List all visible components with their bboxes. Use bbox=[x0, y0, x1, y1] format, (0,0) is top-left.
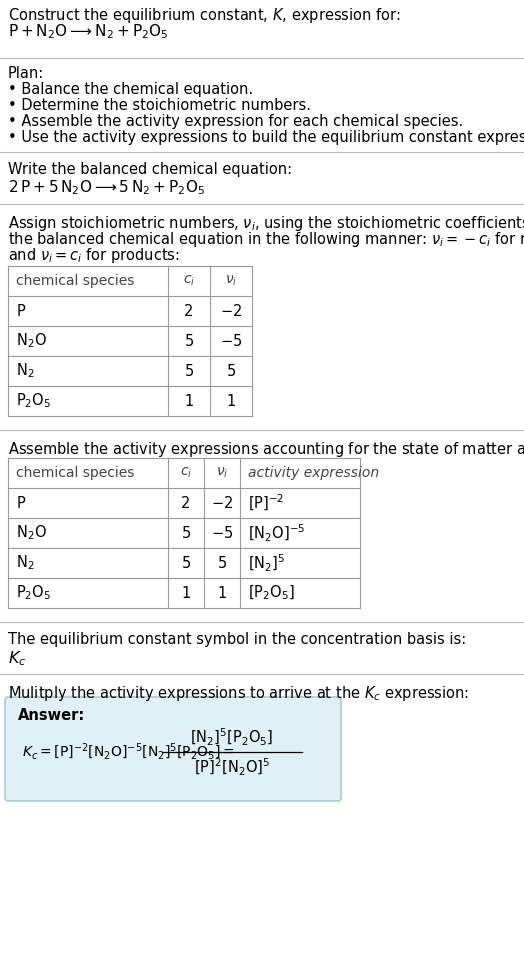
Text: 2: 2 bbox=[184, 303, 194, 319]
Text: 1: 1 bbox=[217, 586, 226, 600]
Text: $[\mathrm{N_2}]^{5} [\mathrm{P_2O_5}]$: $[\mathrm{N_2}]^{5} [\mathrm{P_2O_5}]$ bbox=[190, 726, 274, 747]
Text: Plan:: Plan: bbox=[8, 66, 44, 81]
Text: • Balance the chemical equation.: • Balance the chemical equation. bbox=[8, 82, 253, 97]
Text: $-5$: $-5$ bbox=[220, 333, 242, 349]
FancyBboxPatch shape bbox=[5, 697, 341, 801]
Text: $[\mathrm{P_2O_5}]$: $[\mathrm{P_2O_5}]$ bbox=[248, 584, 295, 602]
Text: 5: 5 bbox=[181, 525, 191, 541]
Text: $\mathrm{P_2O_5}$: $\mathrm{P_2O_5}$ bbox=[16, 584, 51, 602]
Text: 2: 2 bbox=[181, 496, 191, 510]
Text: $\mathrm{N_2O}$: $\mathrm{N_2O}$ bbox=[16, 332, 47, 350]
Text: 1: 1 bbox=[184, 393, 194, 409]
Text: the balanced chemical equation in the following manner: $\nu_i = -c_i$ for react: the balanced chemical equation in the fo… bbox=[8, 230, 524, 249]
Text: Assign stoichiometric numbers, $\nu_i$, using the stoichiometric coefficients, $: Assign stoichiometric numbers, $\nu_i$, … bbox=[8, 214, 524, 233]
Text: $\mathrm{N_2}$: $\mathrm{N_2}$ bbox=[16, 362, 35, 380]
Text: $\mathrm{P}$: $\mathrm{P}$ bbox=[16, 303, 26, 319]
Text: activity expression: activity expression bbox=[248, 466, 379, 480]
Text: and $\nu_i = c_i$ for products:: and $\nu_i = c_i$ for products: bbox=[8, 246, 180, 265]
Text: $\mathrm{N_2O}$: $\mathrm{N_2O}$ bbox=[16, 523, 47, 543]
Text: 1: 1 bbox=[181, 586, 191, 600]
Text: • Determine the stoichiometric numbers.: • Determine the stoichiometric numbers. bbox=[8, 98, 311, 113]
Text: Answer:: Answer: bbox=[18, 708, 85, 723]
Text: The equilibrium constant symbol in the concentration basis is:: The equilibrium constant symbol in the c… bbox=[8, 632, 466, 647]
Text: Assemble the activity expressions accounting for the state of matter and $\nu_i$: Assemble the activity expressions accoun… bbox=[8, 440, 524, 459]
Text: $\mathrm{2\,P + 5\,N_2O \longrightarrow 5\,N_2 + P_2O_5}$: $\mathrm{2\,P + 5\,N_2O \longrightarrow … bbox=[8, 178, 205, 197]
Text: $\mathrm{P + N_2O \longrightarrow N_2 + P_2O_5}$: $\mathrm{P + N_2O \longrightarrow N_2 + … bbox=[8, 22, 169, 41]
Text: $[\mathrm{P}]^{2} [\mathrm{N_2O}]^{5}$: $[\mathrm{P}]^{2} [\mathrm{N_2O}]^{5}$ bbox=[194, 756, 270, 777]
Text: 5: 5 bbox=[181, 555, 191, 570]
Text: • Assemble the activity expression for each chemical species.: • Assemble the activity expression for e… bbox=[8, 114, 463, 129]
Text: $[\mathrm{N_2}]^{5}$: $[\mathrm{N_2}]^{5}$ bbox=[248, 552, 285, 573]
Text: $c_i$: $c_i$ bbox=[183, 274, 195, 288]
Text: $\mathrm{P}$: $\mathrm{P}$ bbox=[16, 495, 26, 511]
Text: Write the balanced chemical equation:: Write the balanced chemical equation: bbox=[8, 162, 292, 177]
Text: $c_i$: $c_i$ bbox=[180, 466, 192, 480]
Text: $\nu_i$: $\nu_i$ bbox=[216, 466, 228, 480]
Text: $-2$: $-2$ bbox=[211, 495, 233, 511]
Text: • Use the activity expressions to build the equilibrium constant expression.: • Use the activity expressions to build … bbox=[8, 130, 524, 145]
Text: $[\mathrm{P}]^{-2}$: $[\mathrm{P}]^{-2}$ bbox=[248, 493, 285, 513]
Text: Mulitply the activity expressions to arrive at the $K_c$ expression:: Mulitply the activity expressions to arr… bbox=[8, 684, 469, 703]
Text: $K_c$: $K_c$ bbox=[8, 649, 26, 668]
Text: $-2$: $-2$ bbox=[220, 303, 242, 319]
Text: 1: 1 bbox=[226, 393, 236, 409]
Text: $[\mathrm{N_2O}]^{-5}$: $[\mathrm{N_2O}]^{-5}$ bbox=[248, 523, 305, 544]
Text: 5: 5 bbox=[226, 364, 236, 379]
Text: $\mathrm{P_2O_5}$: $\mathrm{P_2O_5}$ bbox=[16, 391, 51, 411]
Text: $\mathrm{N_2}$: $\mathrm{N_2}$ bbox=[16, 554, 35, 572]
Text: $-5$: $-5$ bbox=[211, 525, 233, 541]
Text: chemical species: chemical species bbox=[16, 466, 134, 480]
Text: 5: 5 bbox=[217, 555, 226, 570]
Text: chemical species: chemical species bbox=[16, 274, 134, 288]
Text: 5: 5 bbox=[184, 364, 194, 379]
Text: Construct the equilibrium constant, $K$, expression for:: Construct the equilibrium constant, $K$,… bbox=[8, 6, 401, 25]
Text: 5: 5 bbox=[184, 333, 194, 348]
Text: $K_c = [\mathrm{P}]^{-2} [\mathrm{N_2O}]^{-5} [\mathrm{N_2}]^{5} [\mathrm{P_2O_5: $K_c = [\mathrm{P}]^{-2} [\mathrm{N_2O}]… bbox=[22, 742, 235, 762]
Text: $\nu_i$: $\nu_i$ bbox=[225, 274, 237, 288]
